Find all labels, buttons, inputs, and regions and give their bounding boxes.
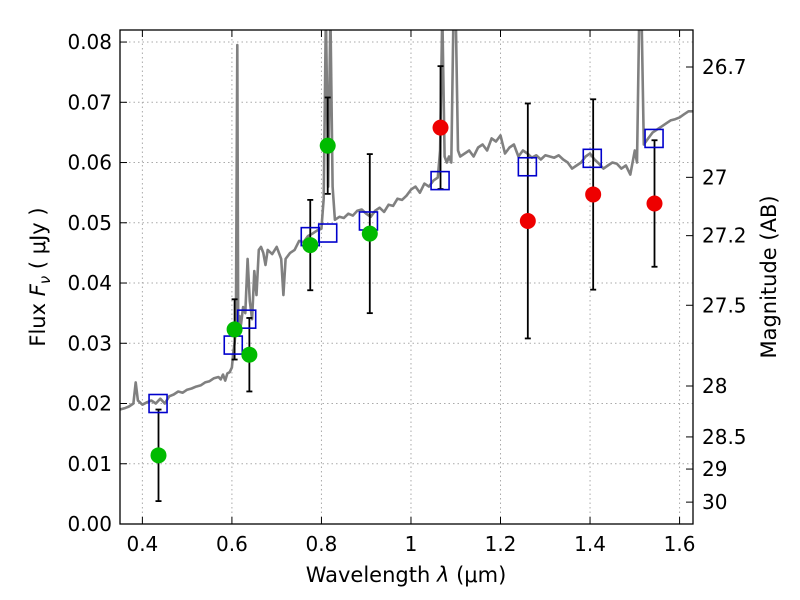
model-photometry-square: [317, 223, 338, 243]
data-point-green: [302, 237, 319, 254]
model-photometry-square: [236, 309, 257, 329]
x-tick-label: 1.6: [664, 532, 696, 556]
model-photometry-square: [644, 128, 664, 149]
mag-tick-label: 30: [702, 490, 727, 514]
y-tick-label: 0.08: [67, 30, 112, 54]
y-tick-label: 0.01: [67, 452, 112, 476]
x-tick-label: 1: [405, 532, 418, 556]
y-tick-label: 0.06: [67, 151, 112, 175]
ticks: 0.4 0.6 0.8 1 1.2 1.4 1.6 0.00 0.01 0.02 0.03 0.04 0…: [67, 30, 747, 556]
sed-model-line: [120, 30, 693, 411]
model-photometry-square: [430, 170, 450, 191]
x-tick-label: 0.6: [216, 532, 248, 556]
y-axis-label: Flux Fν ( μJy ): [26, 207, 54, 346]
y-tick-label: 0.05: [67, 211, 112, 235]
model-photometry-layer: [148, 128, 664, 414]
x-tick-label: 1.2: [485, 532, 517, 556]
plot-background: [120, 30, 693, 524]
model-photometry-square: [582, 148, 603, 169]
x-tick-label: 0.4: [126, 532, 158, 556]
data-point-green: [241, 346, 258, 363]
mag-tick-label: 26.7: [702, 55, 747, 79]
mag-tick-label: 28.5: [702, 425, 747, 449]
y-tick-label: 0.03: [67, 331, 112, 355]
data-point-red: [585, 186, 602, 203]
mag-tick-label: 27.5: [702, 293, 747, 317]
sed-model-layer: [120, 30, 693, 411]
mag-tick-label: 27.2: [702, 224, 747, 248]
mag-tick-label: 28: [702, 374, 727, 398]
data-point-red: [519, 212, 536, 229]
y-tick-label: 0.02: [67, 392, 112, 416]
data-point-red: [432, 119, 449, 136]
x-axis-label: Wavelength λ (μm): [306, 563, 507, 587]
mag-tick-label: 27: [702, 165, 727, 189]
data-point-green: [226, 321, 243, 338]
y-tick-label: 0.07: [67, 90, 112, 114]
mag-tick-label: 29: [702, 457, 727, 481]
data-point-red: [646, 195, 663, 212]
grid: [120, 30, 693, 525]
y-tick-label: 0.04: [67, 271, 112, 295]
data-point-green: [361, 225, 378, 242]
data-point-green: [150, 447, 167, 464]
model-photometry-square: [148, 393, 168, 414]
y-tick-label: 0.00: [67, 512, 112, 536]
detection-layer: [150, 119, 663, 464]
model-photometry-square: [517, 156, 538, 177]
x-tick-label: 0.8: [306, 532, 338, 556]
y2-axis-label: Magnitude (AB): [757, 195, 781, 358]
x-tick-label: 1.4: [574, 532, 606, 556]
data-point-green: [319, 137, 336, 154]
plot-frame: [119, 29, 694, 525]
